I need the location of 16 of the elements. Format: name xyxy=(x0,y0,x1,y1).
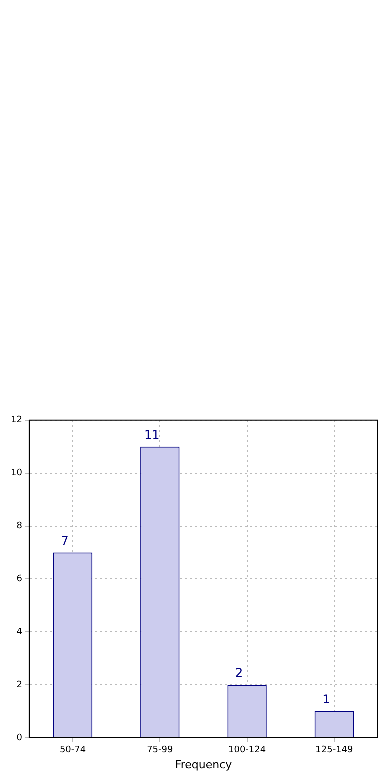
data-label: 11 xyxy=(144,428,160,442)
x-axis-title: Frequency xyxy=(175,758,233,772)
x-tick-label: 50-74 xyxy=(60,746,86,756)
y-tick-label: 8 xyxy=(16,522,23,532)
y-tick-label: 2 xyxy=(16,680,22,690)
y-tick-label: 0 xyxy=(16,733,23,744)
y-tick-label: 6 xyxy=(16,574,23,585)
data-label: 7 xyxy=(61,534,69,548)
x-tick-label: 75-99 xyxy=(147,746,174,756)
x-tick-label: 100-124 xyxy=(228,746,266,756)
y-tick-label: 12 xyxy=(11,416,22,426)
x-tick-label: 125-149 xyxy=(316,746,354,756)
data-label: 2 xyxy=(235,666,244,680)
data-label: 1 xyxy=(322,692,330,707)
y-tick-label: 10 xyxy=(11,468,23,479)
y-tick-label: 4 xyxy=(16,627,23,638)
